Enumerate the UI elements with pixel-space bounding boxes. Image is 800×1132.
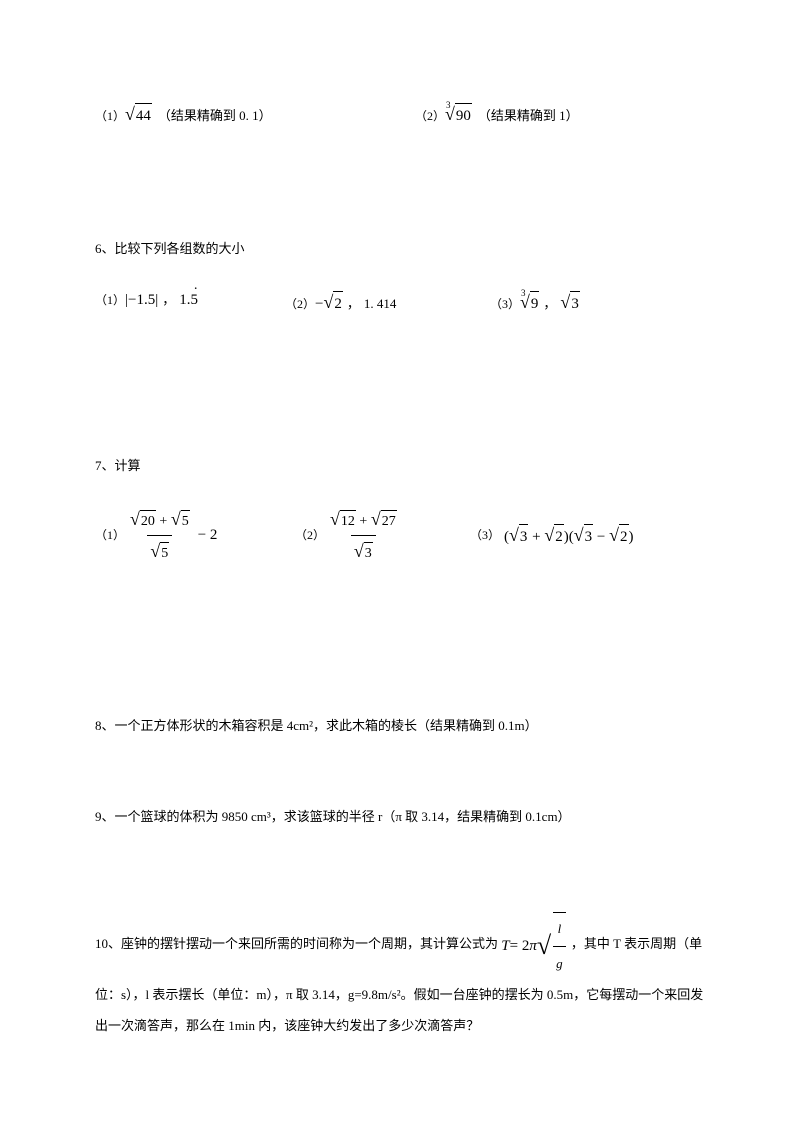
q6-p2-label: （2） <box>285 295 315 314</box>
cbrt-90-index: 3 <box>446 98 451 112</box>
q6-part-3: （3） 3 √9 ， √3 <box>490 288 580 317</box>
q6-part-1: （1） |−1.5| ， 1.5 <box>95 288 285 317</box>
abs-neg-1.5: |−1.5| <box>125 288 158 312</box>
q6-p3-sep: ， <box>543 294 556 315</box>
q7-part-1: （1） √20 + √5 √5 − 2 <box>95 505 295 566</box>
q6-p2-val2: 1. 414 <box>364 294 397 315</box>
q5-p2-note: （结果精确到 1） <box>478 106 579 127</box>
q7-p1-tail: − 2 <box>198 523 218 547</box>
q7-p3-label: （3） <box>470 526 500 545</box>
q7-part-3: （3） (√3 + √2)(√3 − √2) <box>470 521 634 550</box>
question-9: 9、一个篮球的体积为 9850 cm³，求该篮球的半径 r（π 取 3.14，结… <box>95 807 705 828</box>
q10-formula: T = 2 π √ l g <box>501 912 567 978</box>
q5-part-2: （2） 3 √90 （结果精确到 1） <box>415 100 579 129</box>
sqrt-2: √2 <box>323 288 342 317</box>
q7-p2-label: （2） <box>295 526 325 545</box>
q7-p3-expression: (√3 + √2)(√3 − √2) <box>504 521 634 550</box>
question-6-title: 6、比较下列各组数的大小 <box>95 239 705 260</box>
question-8: 8、一个正方体形状的木箱容积是 4cm²，求此木箱的棱长（结果精确到 0.1m） <box>95 716 705 737</box>
q5-p1-label: （1） <box>95 107 125 126</box>
q6-p3-label: （3） <box>490 295 520 314</box>
question-10: 10、座钟的摆针摆动一个来回所需的时间称为一个周期，其计算公式为 T = 2 π… <box>95 912 705 1041</box>
q7-p1-label: （1） <box>95 526 125 545</box>
sqrt-44: √44 <box>125 100 152 129</box>
question-7-title: 7、计算 <box>95 456 705 477</box>
q6-p2-sep: ， <box>347 294 360 315</box>
q10-text-1: 10、座钟的摆针摆动一个来回所需的时间称为一个周期，其计算公式为 <box>95 937 498 952</box>
cbrt-9: 3 √9 <box>520 288 539 317</box>
q5-part-1: （1） √44 （结果精确到 0. 1） <box>95 100 415 129</box>
q5-p1-note: （结果精确到 0. 1） <box>158 106 272 127</box>
sqrt-44-radicand: 44 <box>135 103 152 128</box>
q5-p2-label: （2） <box>415 107 445 126</box>
neg-sign: − <box>315 292 323 316</box>
cbrt-90: 3 √90 <box>445 100 472 129</box>
q6-p1-label: （1） <box>95 291 125 310</box>
q6-part-2: （2） − √2 ， 1. 414 <box>285 288 490 317</box>
q6-p1-sep: ， <box>162 290 175 311</box>
cbrt-90-radicand: 90 <box>455 103 472 128</box>
q7-p2-fraction: √12 + √27 √3 <box>327 505 400 566</box>
question-5-row: （1） √44 （结果精确到 0. 1） （2） 3 √90 （结果精确到 1） <box>95 100 705 129</box>
q7-part-2: （2） √12 + √27 √3 <box>295 505 470 566</box>
q6-p1-val2: 1.5 <box>179 288 198 312</box>
q7-p1-fraction: √20 + √5 √5 <box>127 505 193 566</box>
sqrt-3: √3 <box>560 288 579 317</box>
question-6-row: （1） |−1.5| ， 1.5 （2） − √2 ， 1. 414 （3） 3… <box>95 288 705 317</box>
question-7-row: （1） √20 + √5 √5 − 2 （2） √12 + √27 √3 <box>95 505 705 566</box>
